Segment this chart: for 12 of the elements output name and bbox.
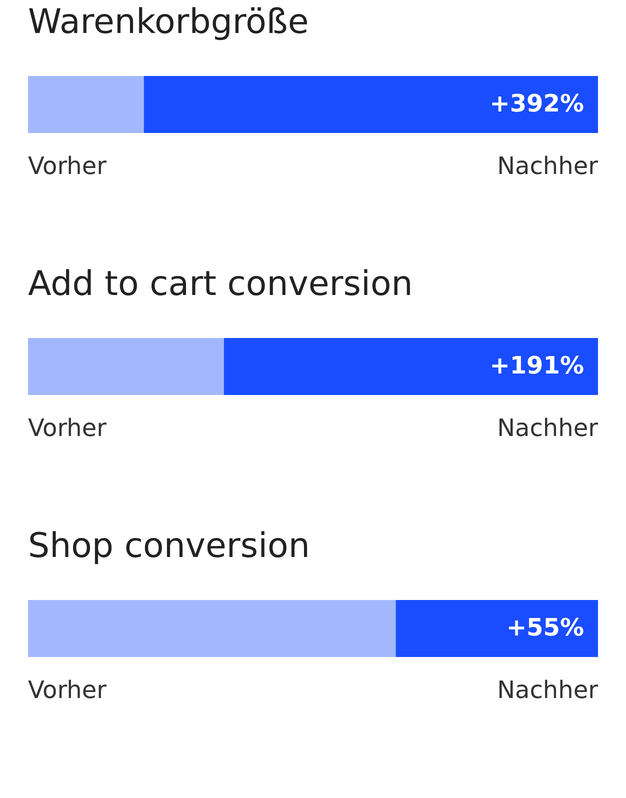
chart-title: Shop conversion <box>28 526 310 566</box>
series-label: Vorher <box>28 152 107 180</box>
series-label: Nachher <box>497 414 598 442</box>
series-label: Vorher <box>28 414 107 442</box>
series-label: Nachher <box>497 152 598 180</box>
series-label: Vorher <box>28 676 107 704</box>
data-label: +392% <box>490 90 584 118</box>
chart-title: Add to cart conversion <box>28 264 413 304</box>
data-label: +191% <box>490 352 584 380</box>
series-label: Nachher <box>497 676 598 704</box>
chart-title: Warenkorbgröße <box>28 2 309 42</box>
data-label: +55% <box>506 614 584 642</box>
